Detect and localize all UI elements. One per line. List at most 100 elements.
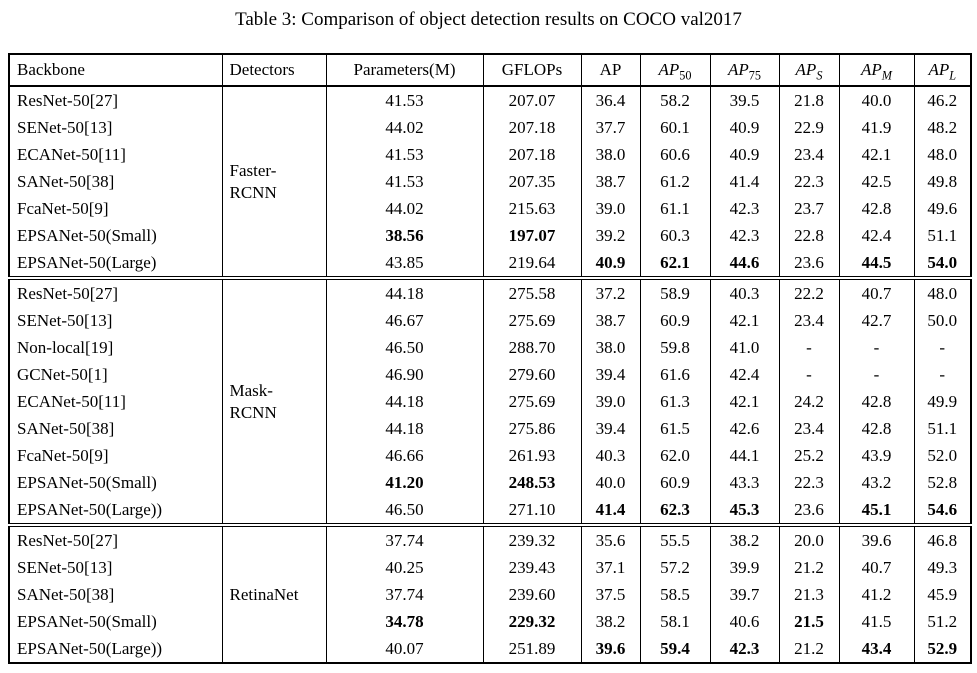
ap50-cell: 61.1 xyxy=(639,195,711,222)
params-cell: 37.74 xyxy=(325,523,484,554)
params-cell: 46.50 xyxy=(325,334,484,361)
apl-cell: 51.1 xyxy=(913,415,972,442)
apm-cell: 41.2 xyxy=(838,581,915,608)
aps-cell: 22.3 xyxy=(778,469,840,496)
gflops-cell: 239.43 xyxy=(482,554,582,581)
table-row: SANet-50[38] 44.18 275.86 39.4 61.5 42.6 23.4 4… xyxy=(8,415,972,442)
apm-cell: 45.1 xyxy=(838,496,915,525)
ap75-cell: 40.9 xyxy=(709,114,780,141)
gflops-cell: 219.64 xyxy=(482,249,582,278)
gflops-cell: 207.07 xyxy=(482,86,582,114)
table-row: Non-local[19] 46.50 288.70 38.0 59.8 41.0- - - xyxy=(8,334,972,361)
backbone-cell: GCNet-50[1] xyxy=(8,361,223,388)
aps-cell: 25.2 xyxy=(778,442,840,469)
ap-cell: 39.4 xyxy=(580,415,641,442)
ap50-cell: 57.2 xyxy=(639,554,711,581)
ap75-cell: 42.1 xyxy=(709,388,780,415)
apl-cell: 49.9 xyxy=(913,388,972,415)
backbone-cell: EPSANet-50(Large)) xyxy=(8,496,223,525)
ap50-cell: 60.6 xyxy=(639,141,711,168)
gflops-cell: 207.18 xyxy=(482,114,582,141)
ap-cell: 40.0 xyxy=(580,469,641,496)
table-header: Backbone Detectors Parameters(M) GFLOPs AP AP… xyxy=(8,54,972,87)
table-row: ECANet-50[11] 44.18 275.69 39.0 61.3 42.1 24.2… xyxy=(8,388,972,415)
aps-cell: 21.3 xyxy=(778,581,840,608)
gflops-cell: 261.93 xyxy=(482,442,582,469)
ap-cell: 38.7 xyxy=(580,307,641,334)
backbone-cell: ResNet-50[27] xyxy=(8,523,223,554)
ap-cell: 39.0 xyxy=(580,195,641,222)
apm-cell: 41.5 xyxy=(838,608,915,635)
ap-cell: 38.7 xyxy=(580,168,641,195)
apm-cell: 42.8 xyxy=(838,388,915,415)
ap75-cell: 42.3 xyxy=(709,635,780,663)
ap75-cell: 41.4 xyxy=(709,168,780,195)
backbone-cell: SANet-50[38] xyxy=(8,581,223,608)
aps-cell: 22.2 xyxy=(778,276,840,307)
ap50-cell: 58.9 xyxy=(639,276,711,307)
table-row: EPSANet-50(Small) 41.20 248.53 40.0 60.9 43.3… xyxy=(8,469,972,496)
apm-cell: 42.8 xyxy=(838,195,915,222)
ap-cell: 37.7 xyxy=(580,114,641,141)
apm-cell: 43.2 xyxy=(838,469,915,496)
apm-cell: 42.8 xyxy=(838,415,915,442)
params-cell: 46.67 xyxy=(325,307,484,334)
ap50-cell: 62.0 xyxy=(639,442,711,469)
aps-cell: - xyxy=(778,361,840,388)
aps-cell: 21.8 xyxy=(778,86,840,114)
apm-cell: 42.1 xyxy=(838,141,915,168)
results-table: Backbone Detectors Parameters(M) GFLOPs AP AP… xyxy=(8,53,972,664)
ap50-cell: 60.1 xyxy=(639,114,711,141)
ap50-cell: 62.1 xyxy=(639,249,711,278)
params-cell: 41.53 xyxy=(325,168,484,195)
apm-cell: 43.4 xyxy=(838,635,915,663)
ap75-cell: 40.6 xyxy=(709,608,780,635)
params-cell: 44.02 xyxy=(325,114,484,141)
ap-cell: 39.2 xyxy=(580,222,641,249)
params-cell: 41.53 xyxy=(325,86,484,114)
table-row: EPSANet-50(Large)) 40.07 251.89 39.6 59.4 42.… xyxy=(8,635,972,663)
backbone-cell: SANet-50[38] xyxy=(8,168,223,195)
apl-cell: 46.8 xyxy=(913,523,972,554)
params-cell: 40.07 xyxy=(325,635,484,663)
backbone-cell: ResNet-50[27] xyxy=(8,86,223,114)
params-cell: 38.56 xyxy=(325,222,484,249)
table-row: ResNet-50[27] Mask- RCNN 44.18 275.58 37.2 58.… xyxy=(8,276,972,525)
ap-cell: 41.4 xyxy=(580,496,641,525)
column-header: AP75 xyxy=(709,54,780,87)
backbone-cell: EPSANet-50(Small) xyxy=(8,608,223,635)
apl-cell: 54.6 xyxy=(913,496,972,525)
ap50-cell: 60.9 xyxy=(639,469,711,496)
ap75-cell: 42.4 xyxy=(709,361,780,388)
column-header: AP50 xyxy=(639,54,711,87)
apl-cell: 48.2 xyxy=(913,114,972,141)
apl-cell: 52.0 xyxy=(913,442,972,469)
ap-cell: 39.6 xyxy=(580,635,641,663)
params-cell: 44.18 xyxy=(325,388,484,415)
aps-cell: 23.6 xyxy=(778,496,840,525)
params-cell: 40.25 xyxy=(325,554,484,581)
apm-cell: 42.7 xyxy=(838,307,915,334)
table-row: EPSANet-50(Large)) 46.50 271.10 41.4 62.3 45.… xyxy=(8,496,972,525)
params-cell: 46.90 xyxy=(325,361,484,388)
aps-cell: 21.5 xyxy=(778,608,840,635)
gflops-cell: 207.35 xyxy=(482,168,582,195)
apm-cell: - xyxy=(838,334,915,361)
ap50-cell: 59.4 xyxy=(639,635,711,663)
apm-cell: 40.7 xyxy=(838,276,915,307)
apm-cell: 44.5 xyxy=(838,249,915,278)
table-row: SANet-50[38] 37.74 239.60 37.5 58.5 39.7 21.3 4… xyxy=(8,581,972,608)
gflops-cell: 207.18 xyxy=(482,141,582,168)
ap75-cell: 44.6 xyxy=(709,249,780,278)
table-row: SANet-50[38] 41.53 207.35 38.7 61.2 41.4 22.3 4… xyxy=(8,168,972,195)
ap50-cell: 58.5 xyxy=(639,581,711,608)
params-cell: 44.18 xyxy=(325,415,484,442)
aps-cell: 23.4 xyxy=(778,415,840,442)
params-cell: 46.66 xyxy=(325,442,484,469)
ap50-cell: 61.6 xyxy=(639,361,711,388)
ap-cell: 38.0 xyxy=(580,334,641,361)
apm-cell: 41.9 xyxy=(838,114,915,141)
gflops-cell: 197.07 xyxy=(482,222,582,249)
gflops-cell: 275.69 xyxy=(482,307,582,334)
